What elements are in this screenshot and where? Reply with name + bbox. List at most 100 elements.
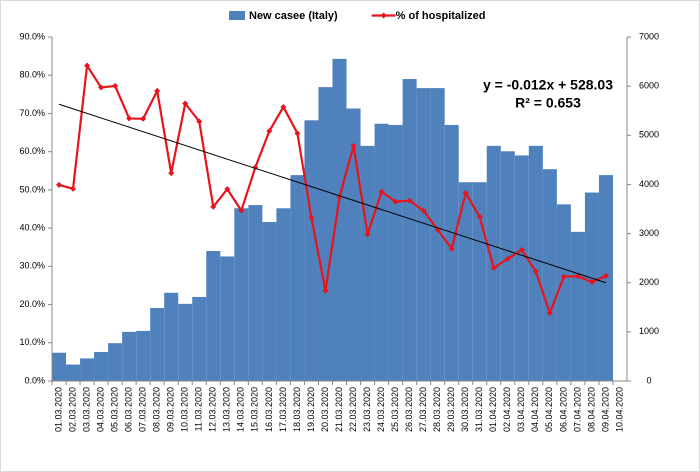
x-tick-label: 18.03.2020 (292, 387, 302, 432)
x-tick-label: 19.03.2020 (306, 387, 316, 432)
legend-swatch (229, 11, 245, 20)
bar (164, 292, 179, 381)
point (378, 188, 385, 195)
x-tick-label: 10.04.2020 (614, 387, 624, 432)
legend-label: New casee (Italy) (249, 10, 338, 22)
point (252, 164, 259, 171)
bar (262, 222, 277, 381)
x-tick-label: 14.03.2020 (236, 387, 246, 432)
bar (360, 145, 375, 381)
x-tick-label: 28.03.2020 (432, 387, 442, 432)
x-tick-label: 06.04.2020 (558, 387, 568, 432)
point (546, 309, 553, 316)
x-tick-label: 15.03.2020 (250, 387, 260, 432)
y2-tick-label: 7000 (639, 31, 659, 41)
point (112, 82, 119, 89)
x-tick-label: 11.03.2020 (194, 387, 204, 431)
y-tick-label: 60.0% (19, 146, 45, 156)
y-tick-label: 10.0% (19, 337, 45, 347)
annotation: R² = 0.653 (515, 95, 581, 111)
x-tick-label: 26.03.2020 (404, 387, 414, 432)
bar (416, 88, 431, 381)
point (588, 279, 595, 286)
y-tick-label: 70.0% (19, 108, 45, 118)
x-tick-label: 05.04.2020 (544, 387, 554, 432)
bar (206, 251, 221, 381)
bar (290, 175, 305, 381)
trendline (58, 103, 607, 284)
y-tick-label: 0.0% (24, 375, 45, 385)
x-tick-label: 04.04.2020 (530, 387, 540, 432)
point (210, 203, 217, 210)
bar (220, 256, 235, 381)
bar (178, 303, 193, 381)
bar (122, 331, 137, 381)
y-tick-label: 20.0% (19, 299, 45, 309)
bar (52, 352, 67, 381)
bar (108, 343, 123, 381)
x-tick-label: 30.03.2020 (460, 387, 470, 432)
x-tick-label: 13.03.2020 (222, 387, 232, 432)
x-tick-label: 03.03.2020 (81, 387, 91, 432)
x-tick-label: 23.03.2020 (362, 387, 372, 432)
point (476, 214, 483, 221)
y2-tick-label: 2000 (639, 277, 659, 287)
x-tick-label: 06.03.2020 (124, 387, 134, 432)
annotation: y = -0.012x + 528.03 (483, 77, 613, 93)
bar (304, 120, 319, 381)
x-tick-label: 09.04.2020 (600, 387, 610, 432)
bar (136, 330, 151, 381)
y2-tick-label: 5000 (639, 130, 659, 140)
point (56, 181, 63, 188)
point (420, 207, 427, 214)
point (266, 128, 273, 135)
bar (472, 182, 487, 381)
bar (458, 182, 473, 381)
point (294, 130, 301, 137)
x-tick-label: 10.03.2020 (180, 387, 190, 432)
x-tick-label: 16.03.2020 (264, 387, 274, 432)
x-tick-label: 20.03.2020 (320, 387, 330, 432)
point (280, 103, 287, 110)
y-tick-label: 80.0% (19, 70, 45, 80)
bar (570, 231, 585, 381)
bar (248, 205, 263, 381)
point (308, 214, 315, 221)
bar (94, 352, 109, 381)
point (518, 246, 525, 253)
point (364, 231, 371, 238)
point (574, 273, 581, 280)
point (224, 186, 231, 193)
bar (486, 145, 501, 381)
x-tick-label: 22.03.2020 (348, 387, 358, 432)
point (448, 245, 455, 252)
y2-tick-label: 6000 (639, 81, 659, 91)
point (504, 255, 511, 262)
x-tick-label: 05.03.2020 (109, 387, 119, 432)
point (182, 100, 189, 107)
bar (500, 151, 515, 381)
point (392, 198, 399, 205)
x-tick-label: 31.03.2020 (474, 387, 484, 432)
x-tick-label: 08.03.2020 (152, 387, 162, 432)
bar (542, 169, 557, 381)
bar (150, 308, 165, 381)
y-tick-label: 40.0% (19, 222, 45, 232)
x-tick-label: 04.03.2020 (95, 387, 105, 432)
legend-label: % of hospitalized (396, 10, 486, 22)
bar (556, 204, 571, 381)
bar (430, 88, 445, 381)
point (168, 170, 175, 177)
point (70, 185, 77, 192)
y-tick-label: 90.0% (19, 31, 45, 41)
x-tick-label: 09.03.2020 (166, 387, 176, 432)
point (350, 142, 357, 149)
bar (234, 208, 249, 381)
x-tick-label: 08.04.2020 (586, 387, 596, 432)
point (140, 115, 147, 122)
legend-marker (380, 12, 387, 19)
point (560, 273, 567, 280)
x-tick-label: 29.03.2020 (446, 387, 456, 432)
point (462, 189, 469, 196)
